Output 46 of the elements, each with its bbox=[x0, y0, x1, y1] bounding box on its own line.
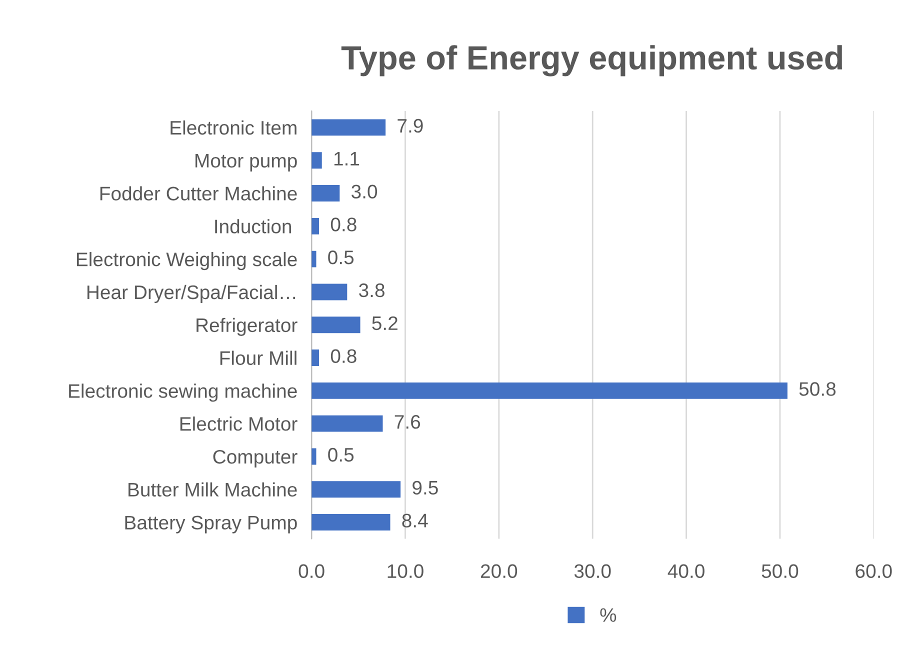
data-label: 7.6 bbox=[394, 415, 420, 429]
y-tick-label: Electronic sewing machine bbox=[69, 384, 297, 402]
y-tick-label: Fodder Cutter Machine bbox=[100, 186, 297, 200]
legend-label: % bbox=[600, 608, 616, 622]
y-tick-label: Electronic Item bbox=[170, 120, 296, 135]
x-tick-label: 60.0 bbox=[856, 564, 892, 578]
x-tick-label: 50.0 bbox=[762, 564, 798, 578]
bar bbox=[312, 284, 348, 300]
bar bbox=[312, 119, 386, 136]
data-label: 0.8 bbox=[330, 349, 356, 363]
y-tick-label: Flour Mill bbox=[220, 350, 296, 366]
y-tick-label: Electronic Weighing scale bbox=[76, 252, 297, 270]
bar bbox=[312, 218, 320, 234]
data-label: 3.0 bbox=[352, 184, 378, 198]
y-tick-label: Battery Spray Pump bbox=[125, 516, 297, 534]
y-tick-label: Hear Dryer/Spa/Facial… bbox=[87, 284, 296, 304]
chart-title: Type of Energy equipment used bbox=[341, 45, 842, 76]
bar bbox=[312, 350, 320, 366]
data-label: 8.4 bbox=[402, 514, 428, 528]
x-tick-label: 10.0 bbox=[388, 564, 424, 578]
data-label: 0.5 bbox=[328, 250, 354, 264]
y-tick-label: Motor pump bbox=[196, 154, 297, 172]
data-label: 0.5 bbox=[328, 448, 354, 462]
bar bbox=[312, 481, 401, 498]
x-tick-label: 0.0 bbox=[298, 564, 324, 578]
x-tick-label: 40.0 bbox=[668, 564, 704, 578]
data-label: 7.9 bbox=[398, 118, 423, 133]
x-tick-label: 30.0 bbox=[574, 564, 611, 578]
data-label: 9.5 bbox=[412, 480, 438, 495]
y-tick-label: Butter Milk Machine bbox=[128, 482, 297, 497]
y-tick-label: Induction bbox=[215, 219, 292, 234]
data-label: 50.8 bbox=[799, 382, 836, 396]
bar bbox=[312, 152, 322, 169]
data-label: 5.2 bbox=[372, 316, 398, 330]
y-tick-label: Electric Motor bbox=[180, 416, 298, 431]
bar bbox=[312, 185, 340, 202]
data-label: 3.8 bbox=[359, 283, 384, 298]
data-label: 1.1 bbox=[334, 152, 360, 166]
bar bbox=[312, 415, 383, 432]
bar bbox=[312, 382, 788, 399]
data-label: 0.8 bbox=[330, 218, 356, 232]
bar bbox=[312, 316, 360, 334]
bar bbox=[312, 514, 390, 530]
y-tick-label: Refrigerator bbox=[196, 318, 298, 336]
y-tick-label: Computer bbox=[213, 450, 298, 468]
x-tick-label: 20.0 bbox=[480, 564, 518, 578]
